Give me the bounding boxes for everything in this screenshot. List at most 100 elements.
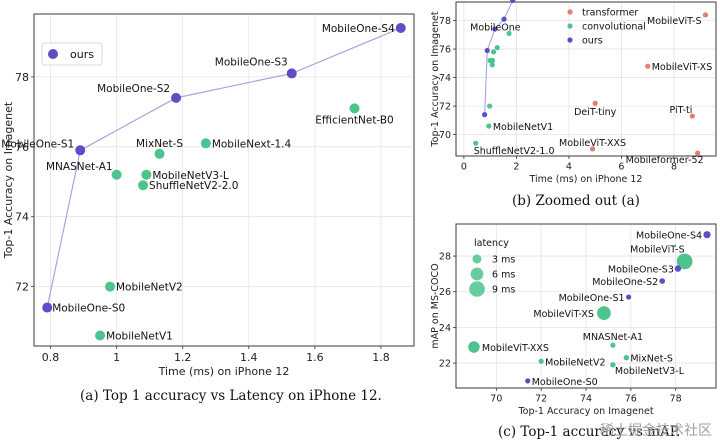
legend-label-ours: ours [70, 48, 94, 61]
data-point-convolutional [610, 342, 616, 348]
point-label: MNASNet-A1 [46, 161, 113, 173]
point-label: MobileViT-S [630, 244, 684, 255]
data-point-transformer [702, 12, 709, 18]
data-point-convolutional [490, 49, 497, 55]
point-label: MobileOne-S3 [608, 265, 674, 276]
y-tick-label: 76 [439, 44, 451, 55]
y-axis-label: mAP on MS-COCO [430, 263, 441, 348]
data-point-ours [510, 0, 516, 4]
legend-label-ours: ours [582, 36, 603, 47]
x-tick-label: 76 [625, 394, 637, 405]
x-tick-label: 72 [535, 394, 547, 405]
data-point-ours [674, 265, 682, 272]
point-label: MobileOne-S4 [322, 23, 395, 35]
legend-marker-convolutional [567, 23, 573, 29]
data-point-transformer [689, 113, 695, 119]
chart-accuracy-vs-map: 70 72 74 76 78 22 24 26 28 Top-1 Accuracy on Imag… [430, 223, 717, 417]
x-tick-label: 70 [490, 394, 502, 405]
data-point-convolutional [111, 169, 122, 180]
y-axis-label: Top-1 Accuracy on Imagenet [430, 11, 441, 147]
y-tick-label: 72 [439, 102, 451, 113]
y-tick-label: 70 [439, 130, 451, 141]
legend-marker-ours [567, 37, 573, 43]
y-axis-label: Top-1 Accuracy on Imagenet [2, 101, 15, 259]
data-point-convolutional [141, 169, 152, 180]
point-label: ShuffleNetV2-2.0 [149, 180, 238, 192]
data-point-convolutional [200, 138, 211, 149]
data-point-convolutional [597, 306, 611, 321]
legend-label-latency: 3 ms [492, 255, 515, 266]
data-point-convolutional [623, 354, 630, 361]
data-point-ours [286, 68, 297, 79]
x-tick-label: 6 [618, 162, 624, 173]
point-label: MobileOne-S4 [636, 231, 702, 242]
data-point-convolutional [349, 103, 360, 114]
chart-latency-vs-accuracy: 0.8 1 1.2 1.4 1.6 1.8 72 74 76 78 Time (ms) on iPh… [1, 13, 415, 378]
point-label: MobileNetV2 [116, 282, 183, 294]
data-point-convolutional [468, 341, 480, 353]
point-label: MobileNetV2 [545, 357, 605, 368]
y-tick-label: 78 [15, 71, 29, 84]
point-label: MixNet-S [136, 138, 183, 150]
point-label: EfficientNet-B0 [315, 114, 393, 126]
point-label: MobileOne-S0 [52, 303, 125, 315]
data-point-convolutional [506, 30, 512, 36]
data-point-ours [171, 92, 182, 103]
data-point-ours [492, 26, 498, 32]
point-label: MobileNetV3-L [615, 366, 685, 377]
y-tick-label: 28 [439, 252, 451, 263]
data-point-convolutional [95, 330, 106, 341]
x-tick-label: 1.4 [240, 351, 258, 364]
legend-marker-latency [469, 281, 485, 297]
data-point-convolutional [494, 45, 500, 51]
legend-marker-latency [472, 254, 482, 264]
point-label: MobileViT-XXS [482, 343, 549, 354]
y-tick-label: 22 [439, 358, 451, 369]
caption-a: (a) Top 1 accuracy vs Latency on iPhone … [80, 388, 382, 404]
legend-marker-transformer [567, 9, 573, 15]
caption-b: (b) Zoomed out (a) [512, 193, 640, 209]
legend-label-latency: 6 ms [492, 270, 515, 281]
plot-area [33, 13, 415, 347]
data-point-convolutional [538, 358, 544, 364]
point-label: MobileNetV1 [106, 331, 173, 343]
data-point-convolutional [138, 180, 149, 191]
x-axis-label: Top-1 Accuracy on Imagenet [517, 406, 653, 417]
data-point-ours [75, 145, 86, 156]
y-tick-label: 74 [439, 73, 451, 84]
point-label: DeiT-tiny [574, 107, 617, 118]
point-label: MobileOne-S1 [1, 138, 74, 150]
point-label: PiT-ti [669, 105, 692, 116]
data-point-transformer [695, 150, 701, 156]
legend-title: latency [474, 238, 509, 249]
data-point-ours [703, 231, 711, 239]
y-tick-label: 24 [439, 323, 451, 334]
point-label: MobileOne-S3 [215, 56, 288, 68]
point-label: MobileViT-S [647, 16, 701, 27]
plot-border [455, 1, 717, 157]
point-label: MobileNetV1 [493, 122, 553, 133]
point-label: MobileNetV3-L [152, 170, 229, 182]
x-tick-label: 78 [670, 394, 682, 405]
data-point-ours [525, 378, 531, 384]
data-point-transformer [645, 63, 651, 69]
point-label: ShuffleNetV2-1.0 [474, 146, 555, 157]
point-label: MobileViT-XXS [559, 138, 626, 149]
data-point-ours [482, 112, 488, 118]
x-tick-label: 4 [566, 162, 572, 173]
legend-marker-ours [48, 49, 58, 59]
data-point-ours [501, 16, 507, 22]
data-point-ours [42, 302, 53, 313]
x-tick-label: 1.8 [372, 351, 390, 364]
point-label: MobileViT-XS [652, 62, 713, 73]
x-tick-label: 8 [671, 162, 677, 173]
legend-box [41, 42, 103, 66]
data-point-ours [659, 278, 666, 284]
data-point-convolutional [610, 362, 616, 368]
y-tick-label: 72 [15, 281, 29, 294]
point-label: MixNet-S [630, 354, 673, 365]
y-tick-label: 76 [15, 141, 29, 154]
plot-border [455, 223, 717, 389]
